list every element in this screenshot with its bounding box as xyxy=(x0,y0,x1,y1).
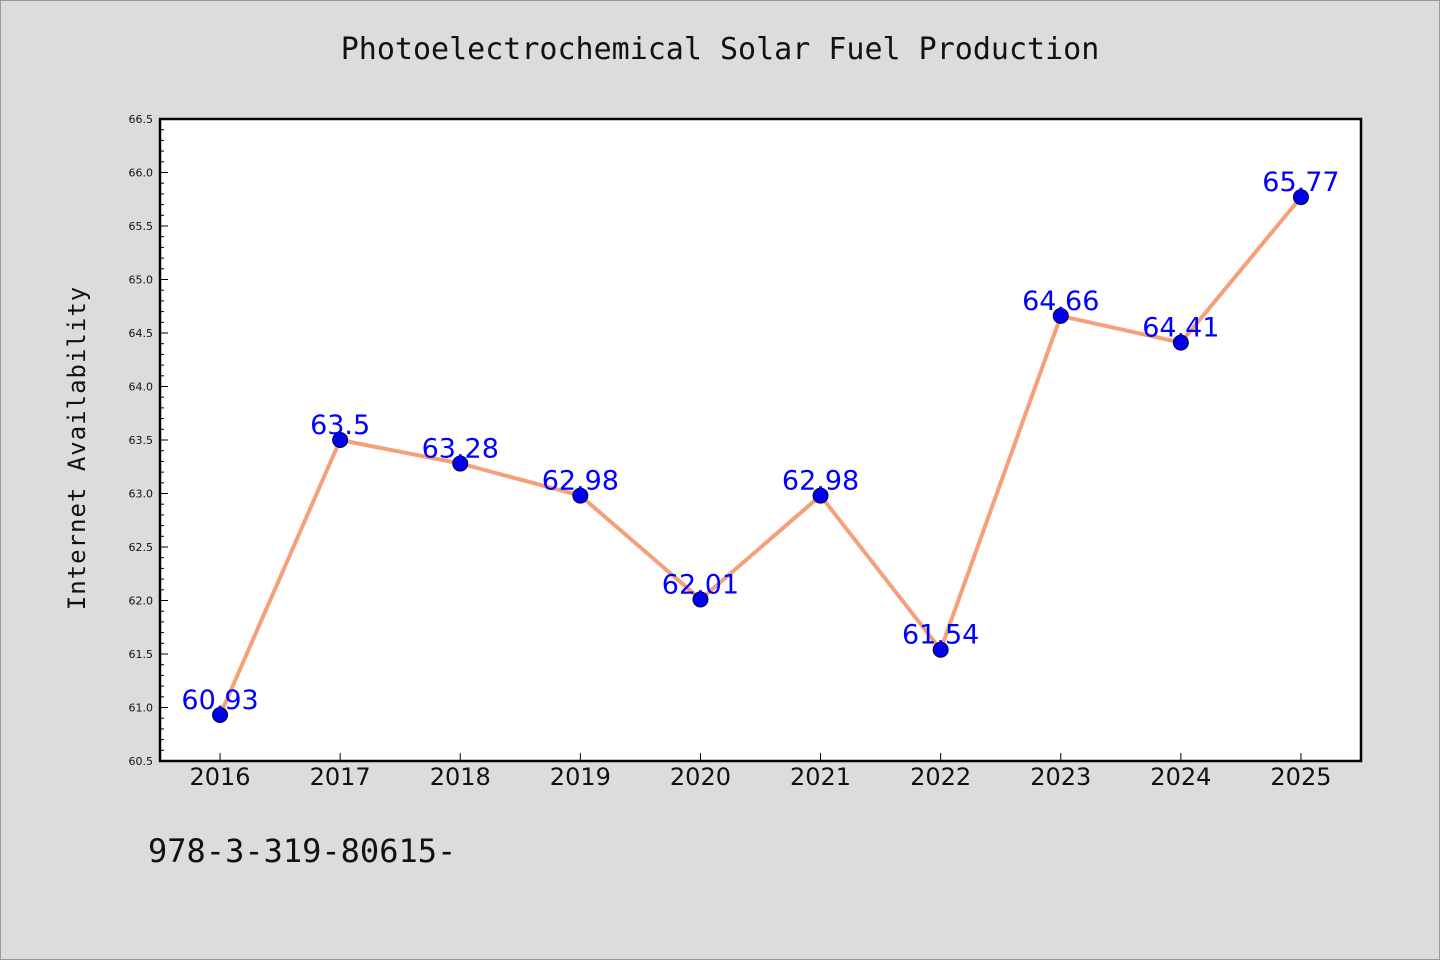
y-axis: 60.5 61.0 61.5 62.0 62.5 63.0 63.5 64.0 64.5 65.0… xyxy=(129,113,168,768)
data-point xyxy=(1292,189,1309,206)
data-label: 65.77 xyxy=(1262,167,1339,198)
x-tick-label: 2024 xyxy=(1150,763,1211,791)
data-point xyxy=(452,455,469,472)
series-layer: 60.93 63.5 63.28 62.98 62.01 62.98 61.54 64.66 6… xyxy=(181,167,1340,723)
data-label: 62.01 xyxy=(662,569,739,600)
y-tick-label: 66.0 xyxy=(129,167,154,180)
y-tick-label: 63.0 xyxy=(129,488,154,501)
data-point xyxy=(812,487,829,504)
data-point xyxy=(1172,334,1189,351)
y-tick-label: 64.0 xyxy=(129,381,154,394)
data-label: 61.54 xyxy=(902,620,979,651)
y-tick-label: 63.5 xyxy=(129,434,154,447)
y-tick-label: 62.5 xyxy=(129,541,154,554)
y-tick-label: 62.0 xyxy=(129,595,154,608)
y-tick-label: 61.5 xyxy=(129,648,154,661)
x-tick-label: 2020 xyxy=(670,763,731,791)
x-tick-label: 2021 xyxy=(790,763,851,791)
data-point xyxy=(1052,307,1069,324)
data-point xyxy=(932,641,949,658)
x-tick-label: 2018 xyxy=(430,763,491,791)
data-label: 62.98 xyxy=(542,466,619,497)
x-tick-label: 2017 xyxy=(310,763,371,791)
data-label: 64.41 xyxy=(1142,313,1219,344)
data-point xyxy=(572,487,589,504)
series-line xyxy=(218,195,1303,717)
data-label: 63.28 xyxy=(422,434,499,465)
chart-title: Photoelectrochemical Solar Fuel Producti… xyxy=(340,32,1100,67)
y-tick-label: 64.5 xyxy=(129,327,154,340)
data-point xyxy=(692,591,709,608)
x-tick-label: 2016 xyxy=(190,763,251,791)
data-point xyxy=(212,706,229,723)
x-axis: 2016 2017 2018 2019 2020 2021 2022 2023 2024 2025 xyxy=(190,753,1331,791)
x-tick-label: 2022 xyxy=(910,763,971,791)
x-tick-label: 2019 xyxy=(550,763,611,791)
data-label: 63.5 xyxy=(310,410,370,441)
y-tick-label: 65.0 xyxy=(129,274,154,287)
x-tick-label: 2023 xyxy=(1030,763,1091,791)
plot-area xyxy=(158,117,1363,763)
footnote-isbn: 978-3-319-80615- xyxy=(148,832,457,870)
y-tick-label: 60.5 xyxy=(129,755,154,768)
data-point xyxy=(332,432,349,448)
y-tick-label: 66.5 xyxy=(129,113,154,126)
x-tick-label: 2025 xyxy=(1270,763,1331,791)
data-label: 62.98 xyxy=(782,466,859,497)
y-tick-label: 65.5 xyxy=(129,220,154,233)
data-label: 64.66 xyxy=(1022,286,1099,317)
y-tick-label: 61.0 xyxy=(129,702,154,715)
data-label: 60.93 xyxy=(181,685,258,716)
